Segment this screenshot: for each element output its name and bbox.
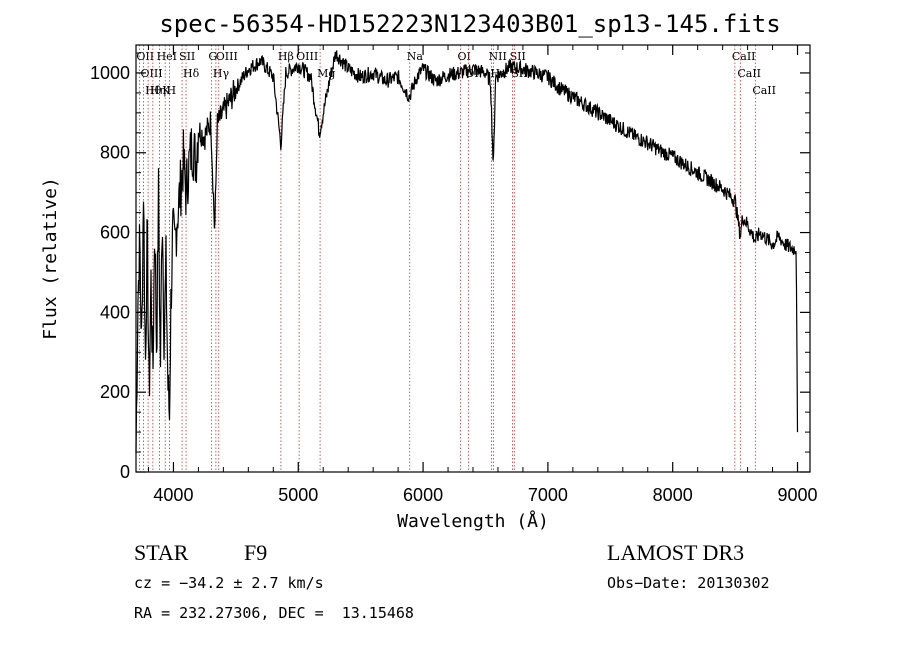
x-axis-label: Wavelength (Å) [397,510,549,532]
spectral-line-label: NII [488,50,506,63]
spectral-line-label: CaII [732,50,756,63]
spectral-line-label: Hγ [213,67,230,80]
y-tick-label: 200 [100,382,130,402]
spectral-line-label: CaII [752,84,776,97]
x-tick-label: 8000 [653,485,693,505]
spectral-line-label: OIII [216,50,238,63]
x-tick-label: 9000 [777,485,817,505]
redshift-velocity: cz = −34.2 ± 2.7 km/s [134,574,324,592]
spectral-line-label: CaII [737,67,761,80]
spectral-line-label: OI [458,50,471,63]
flux-series-line [135,50,799,453]
object-subclass: F9 [244,540,268,565]
y-tick-label: 600 [100,223,130,243]
object-type: STAR [134,540,189,565]
plot-frame [135,44,811,473]
spectral-line-label: Hη [150,84,166,97]
spectral-line-label: G [208,50,217,63]
spectral-line-label: SII [179,50,195,63]
y-tick-label: 1000 [90,63,130,83]
y-tick-label: 800 [100,143,130,163]
spectral-line-label: H [166,84,176,97]
spectral-line-label: SII [510,50,526,63]
spectral-line-label: Na [407,50,424,63]
spectral-line-label: OII [136,50,154,63]
spectral-line-label: K [162,84,171,97]
x-tick-label: 7000 [528,485,568,505]
observation-date: Obs−Date: 20130302 [607,574,770,592]
spectral-line-label: Hθ [145,84,162,97]
x-tick-label: 5000 [278,485,318,505]
spectral-line-label: Hδ [183,67,200,80]
y-tick-label: 0 [120,462,130,482]
spectral-line-label: Hβ [278,50,294,63]
spectral-line-label: OIII [140,67,162,80]
chart-title: spec-56354-HD152223N123403B01_sp13-145.f… [159,10,780,38]
spectral-line-label: OIII [296,50,318,63]
y-tick-label: 400 [100,302,130,322]
spectral-line-label: HeI [157,50,177,63]
x-tick-label: 6000 [403,485,443,505]
coordinates: RA = 232.27306, DEC = 13.15468 [134,604,414,622]
x-tick-label: 4000 [153,485,193,505]
survey-name: LAMOST DR3 [607,540,745,565]
y-axis-label: Flux (relative) [40,177,61,340]
